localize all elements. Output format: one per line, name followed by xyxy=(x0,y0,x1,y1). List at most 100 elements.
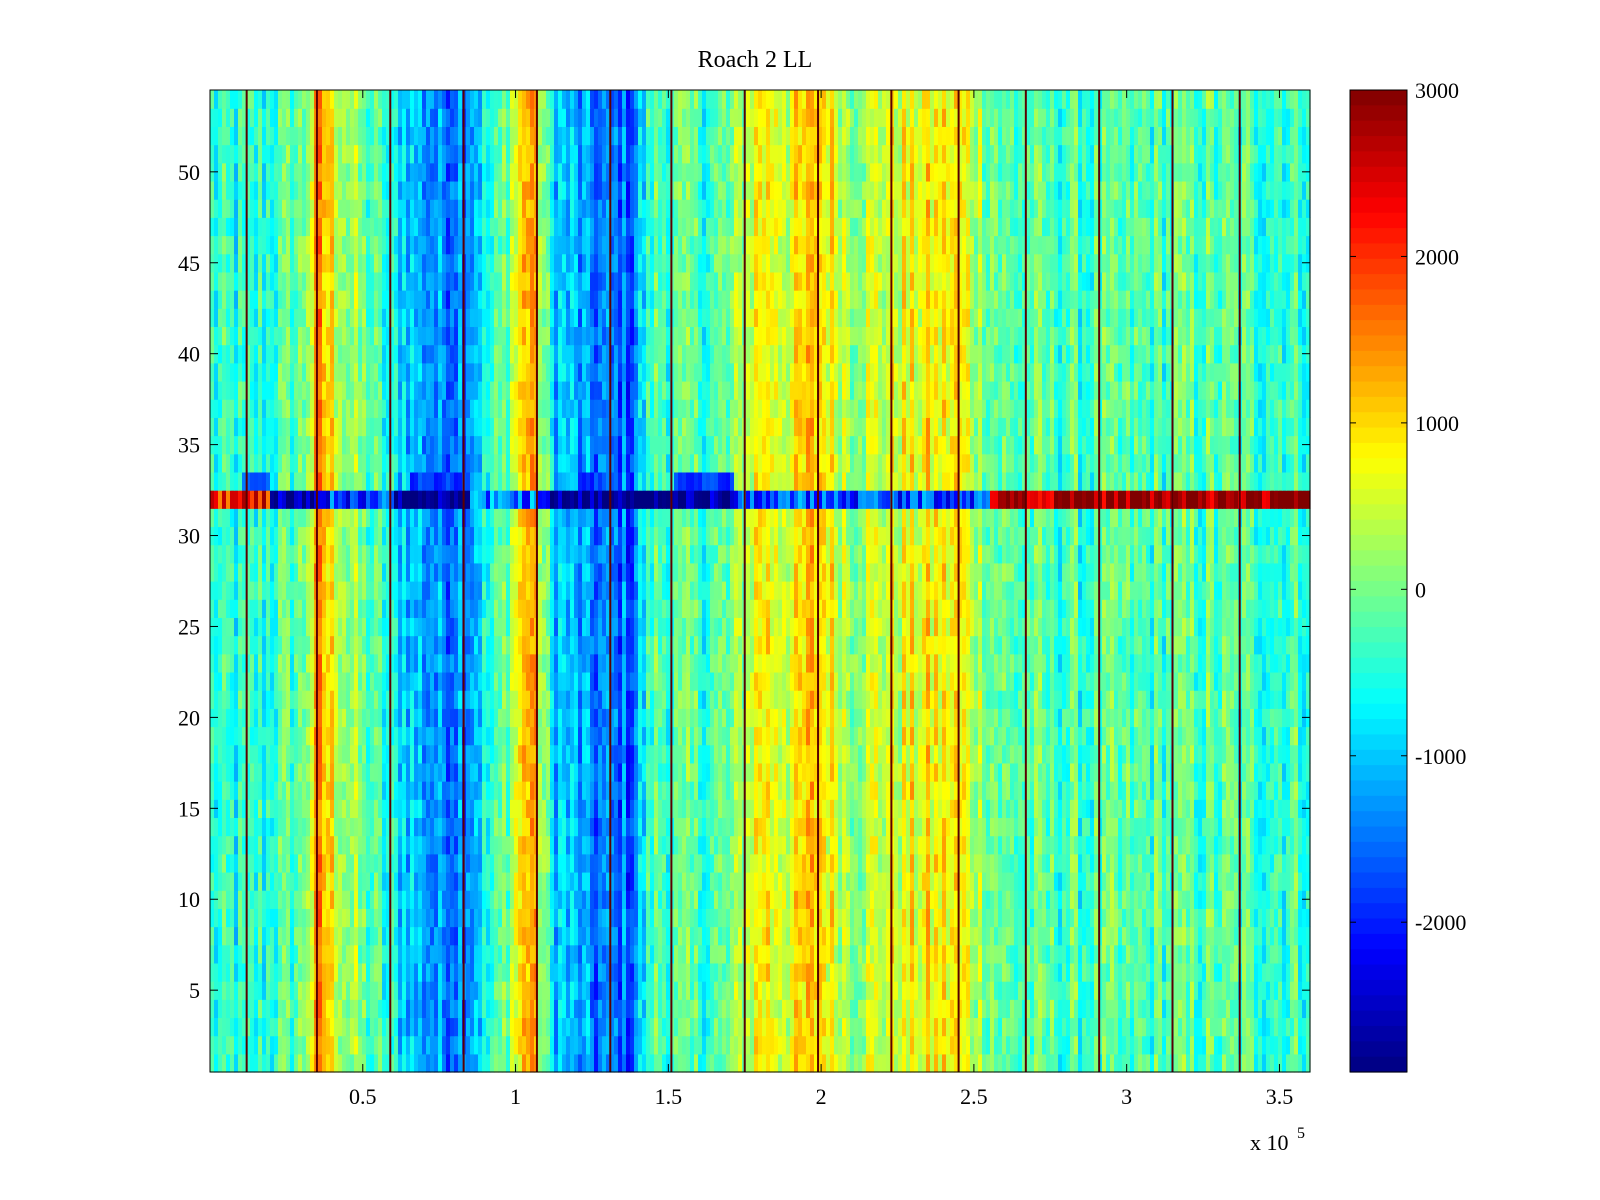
heatmap-cell xyxy=(1202,1017,1207,1036)
heatmap-cell xyxy=(934,963,939,982)
heatmap-cell xyxy=(258,799,263,818)
heatmap-cell xyxy=(978,963,983,982)
heatmap-cell xyxy=(274,963,279,982)
heatmap-cell xyxy=(990,836,995,855)
heatmap-cell xyxy=(526,836,531,855)
heatmap-cell xyxy=(1046,836,1051,855)
heatmap-cell xyxy=(238,945,243,964)
heatmap-cell xyxy=(546,945,551,964)
heatmap-cell xyxy=(730,836,735,855)
heatmap-cell xyxy=(322,745,327,764)
heatmap-cell xyxy=(826,763,831,782)
heatmap-cell xyxy=(962,927,967,946)
heatmap-cell xyxy=(450,890,455,909)
heatmap-cell xyxy=(998,1017,1003,1036)
heatmap-cell xyxy=(642,872,647,891)
heatmap-cell xyxy=(382,1017,387,1036)
heatmap-cell xyxy=(754,999,759,1018)
heatmap-cell xyxy=(602,981,607,1000)
heatmap-cell xyxy=(1226,799,1231,818)
heatmap-cell xyxy=(1042,981,1047,1000)
heatmap-cell xyxy=(738,817,743,836)
heatmap-cell xyxy=(586,981,591,1000)
heatmap-cell xyxy=(674,981,679,1000)
heatmap-cell xyxy=(250,872,255,891)
heatmap-cell xyxy=(602,836,607,855)
heatmap-cell xyxy=(1206,945,1211,964)
heatmap-cell xyxy=(918,799,923,818)
heatmap-cell xyxy=(1118,872,1123,891)
heatmap-cell xyxy=(650,1036,655,1055)
heatmap-cell xyxy=(650,872,655,891)
heatmap-cell xyxy=(502,872,507,891)
heatmap-cell xyxy=(706,1017,711,1036)
heatmap-cell xyxy=(418,908,423,927)
heatmap-cell xyxy=(542,963,547,982)
heatmap-cell xyxy=(734,836,739,855)
heatmap-cell xyxy=(426,945,431,964)
heatmap-cell xyxy=(1110,945,1115,964)
heatmap-cell xyxy=(434,1054,439,1073)
heatmap-cell xyxy=(1158,927,1163,946)
heatmap-cell xyxy=(1150,745,1155,764)
heatmap-cell xyxy=(1258,872,1263,891)
heatmap-cell xyxy=(1226,999,1231,1018)
heatmap-cell xyxy=(494,799,499,818)
heatmap-cell xyxy=(602,927,607,946)
heatmap-cell xyxy=(442,745,447,764)
heatmap-cell xyxy=(646,945,651,964)
heatmap-cell xyxy=(346,890,351,909)
heatmap-cell xyxy=(978,945,983,964)
heatmap-cell xyxy=(602,872,607,891)
heatmap-cell xyxy=(658,817,663,836)
heatmap-cell xyxy=(362,1017,367,1036)
heatmap-cell xyxy=(602,1036,607,1055)
heatmap-cell xyxy=(614,1036,619,1055)
heatmap-cell xyxy=(274,1017,279,1036)
heatmap-cell xyxy=(514,963,519,982)
heatmap-cell xyxy=(1038,981,1043,1000)
heatmap-cell xyxy=(702,836,707,855)
heatmap-cell xyxy=(210,1054,215,1073)
heatmap-cell xyxy=(1278,945,1283,964)
heatmap-cell xyxy=(298,945,303,964)
heatmap-cell xyxy=(998,781,1003,800)
heatmap-cell xyxy=(514,1017,519,1036)
heatmap-cell xyxy=(974,890,979,909)
heatmap-cell xyxy=(730,1017,735,1036)
heatmap-cell xyxy=(1254,963,1259,982)
heatmap-cell xyxy=(1186,763,1191,782)
heatmap-cell xyxy=(754,1017,759,1036)
heatmap-cell xyxy=(334,836,339,855)
heatmap-cell xyxy=(810,1036,815,1055)
heatmap-cell xyxy=(746,945,751,964)
heatmap-cell xyxy=(1182,781,1187,800)
heatmap-cell xyxy=(1294,1017,1299,1036)
heatmap-cell xyxy=(426,872,431,891)
heatmap-cell xyxy=(1166,836,1171,855)
heatmap-cell xyxy=(714,799,719,818)
heatmap-cell xyxy=(1142,999,1147,1018)
heatmap-cell xyxy=(858,872,863,891)
heatmap-cell xyxy=(530,1054,535,1073)
heatmap-cell xyxy=(446,963,451,982)
heatmap-cell xyxy=(894,1036,899,1055)
heatmap-cell xyxy=(626,781,631,800)
heatmap-cell xyxy=(302,981,307,1000)
heatmap-cell xyxy=(486,872,491,891)
heatmap-cell xyxy=(658,1017,663,1036)
heatmap-cell xyxy=(838,781,843,800)
heatmap-cell xyxy=(790,799,795,818)
heatmap-cell xyxy=(318,908,323,927)
heatmap-cell xyxy=(862,1054,867,1073)
heatmap-cell xyxy=(1214,817,1219,836)
heatmap-cell xyxy=(358,890,363,909)
heatmap-cell xyxy=(498,799,503,818)
heatmap-cell xyxy=(1250,890,1255,909)
heatmap-cell xyxy=(978,854,983,873)
heatmap-cell xyxy=(806,999,811,1018)
heatmap-cell xyxy=(322,1017,327,1036)
heatmap-cell xyxy=(794,890,799,909)
heatmap-cell xyxy=(302,1054,307,1073)
heatmap-cell xyxy=(294,763,299,782)
